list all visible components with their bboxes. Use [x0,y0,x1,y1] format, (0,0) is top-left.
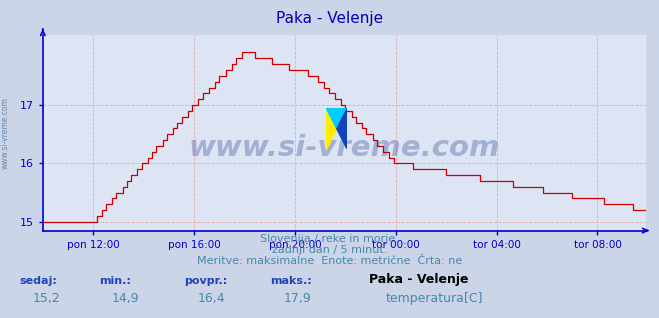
Text: 17,9: 17,9 [283,292,311,305]
Text: Paka - Velenje: Paka - Velenje [369,273,469,286]
Text: 15,2: 15,2 [33,292,61,305]
Text: povpr.:: povpr.: [185,276,228,286]
Text: temperatura[C]: temperatura[C] [386,292,483,305]
Text: Slovenija / reke in morje.: Slovenija / reke in morje. [260,234,399,244]
Text: zadnji dan / 5 minut.: zadnji dan / 5 minut. [272,245,387,255]
Polygon shape [326,108,337,149]
Text: www.si-vreme.com: www.si-vreme.com [188,135,500,162]
Polygon shape [337,108,347,149]
Text: Meritve: maksimalne  Enote: metrične  Črta: ne: Meritve: maksimalne Enote: metrične Črta… [197,256,462,266]
Text: sedaj:: sedaj: [20,276,57,286]
Text: Paka - Velenje: Paka - Velenje [276,11,383,26]
Text: maks.:: maks.: [270,276,312,286]
Text: min.:: min.: [99,276,130,286]
Polygon shape [326,108,347,129]
Text: www.si-vreme.com: www.si-vreme.com [1,98,10,169]
Text: 14,9: 14,9 [112,292,140,305]
Text: 16,4: 16,4 [198,292,225,305]
